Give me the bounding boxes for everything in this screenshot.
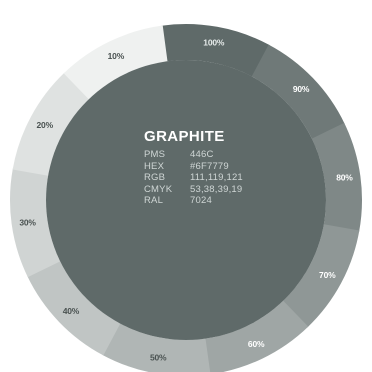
spec-value: 53,38,39,19 [190, 183, 243, 195]
tint-label: 20% [37, 120, 54, 130]
tint-label: 50% [150, 353, 167, 363]
spec-key: RAL [144, 195, 164, 206]
spec-row-cmyk: CMYK 53,38,39,19 [144, 184, 243, 196]
tint-label: 80% [336, 173, 353, 183]
tint-segment [311, 122, 363, 232]
spec-key: RGB [144, 172, 166, 183]
tint-segment [204, 300, 309, 372]
tint-segment [27, 260, 121, 356]
tint-label: 100% [203, 37, 225, 47]
color-name: GRAPHITE [144, 128, 225, 145]
spec-row-pms: PMS 446C [144, 149, 243, 161]
tint-ring [9, 23, 363, 372]
spec-value: 111,119,121 [190, 172, 243, 183]
tint-label: 10% [108, 51, 125, 61]
spec-key: HEX [144, 160, 165, 172]
tint-segment [102, 323, 211, 372]
tint-label: 30% [19, 217, 36, 227]
spec-key: PMS [144, 149, 166, 160]
tint-labels: 100% 90% 80% 70% 60% 50% 40% 30% 20% 10% [19, 37, 353, 362]
tint-segment [63, 25, 168, 100]
main-color-disc [46, 60, 326, 340]
spec-value: 446C [190, 149, 214, 160]
tint-segment [9, 168, 61, 278]
tint-segment [161, 23, 270, 77]
tint-segment [12, 72, 90, 176]
spec-row-ral: RAL 7024 [144, 195, 243, 207]
tint-label: 40% [63, 306, 80, 316]
tint-label: 90% [293, 84, 310, 94]
spec-key: CMYK [144, 183, 173, 195]
tint-segment [282, 224, 360, 328]
spec-row-rgb: RGB 111,119,121 [144, 172, 243, 184]
spec-value: 7024 [190, 195, 212, 206]
spec-value: #6F7779 [190, 160, 229, 172]
tint-segment [251, 44, 345, 140]
spec-row-hex: HEX #6F7779 [144, 161, 243, 173]
tint-label: 60% [248, 339, 265, 349]
tint-label: 70% [319, 270, 336, 280]
color-info: GRAPHITE PMS 446C HEX #6F7779 RGB 111,11… [144, 128, 243, 207]
